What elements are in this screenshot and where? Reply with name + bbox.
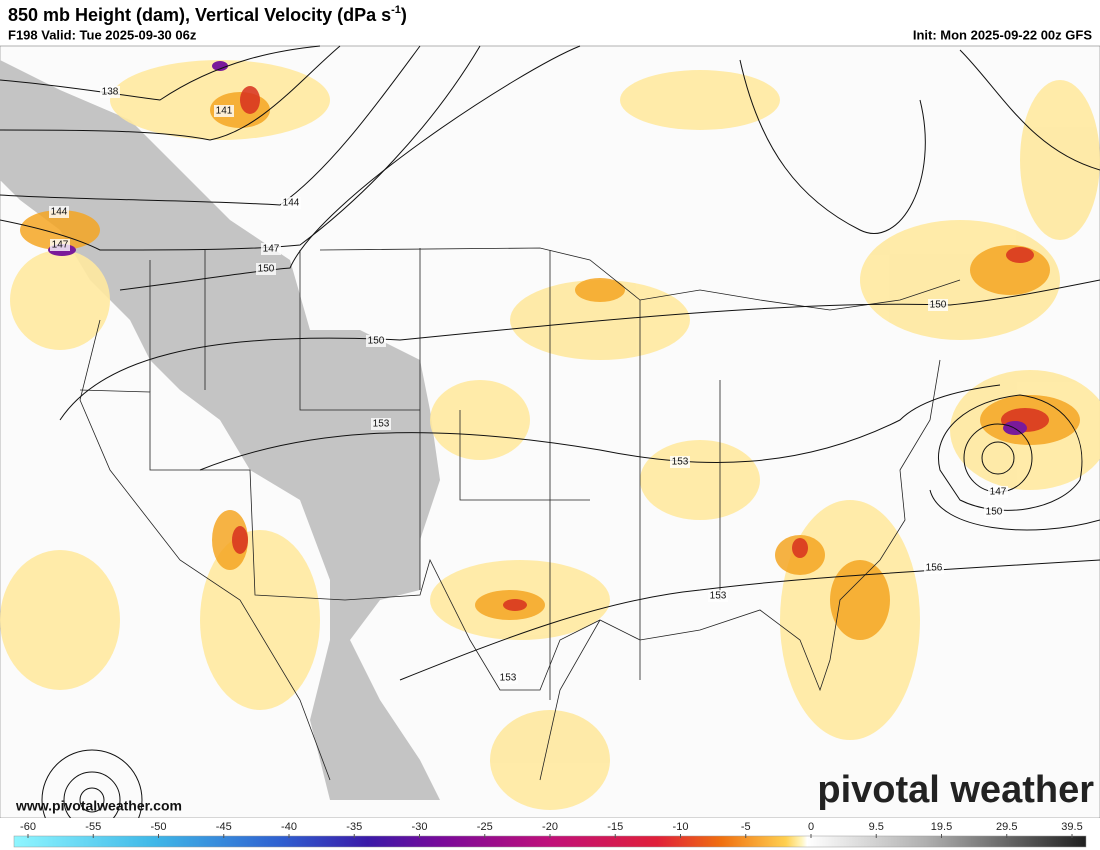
website: www.pivotalweather.com (15, 798, 182, 814)
colorbar-tick-label: -30 (412, 821, 428, 833)
contour-label: 150 (930, 300, 947, 311)
colorbar-tick-label: -45 (216, 821, 232, 833)
contour-label-bg (708, 590, 728, 602)
contour-label-bg (366, 335, 386, 347)
colorbar-tick-label: 29.5 (996, 821, 1017, 833)
header-bg (0, 0, 1100, 46)
contour-label-bg (49, 206, 69, 218)
colorbar-tick-label: -5 (741, 821, 751, 833)
map: 138 141 144 144 147 147 150 150 150 153 153 153 153 1… (0, 45, 1100, 850)
colorbar-tick-label: 9.5 (869, 821, 884, 833)
init-time: Init: Mon 2025-09-22 00z GFS (913, 27, 1092, 42)
colorbar-tick-label: -40 (281, 821, 297, 833)
contour-label-bg (214, 105, 234, 117)
watermark: pivotal weather (817, 769, 1094, 811)
contour-label-bg (100, 86, 120, 98)
contour-label: 153 (710, 591, 727, 602)
colorbar-tick-label: -50 (151, 821, 167, 833)
colorbar-tick-label: 39.5 (1061, 821, 1082, 833)
colorbar-tick-label: -20 (542, 821, 558, 833)
colorbar: -60 -55 -50 -45 -40 -35 -30 -25 -20 -15 -10 -5 0 9.5 1… (0, 818, 1100, 850)
colorbar-tick-label: -60 (20, 821, 36, 833)
contour-label-bg (498, 672, 518, 684)
contour-label: 153 (500, 673, 517, 684)
colorbar-tick-label: 0 (808, 821, 814, 833)
contour-label-bg (371, 418, 391, 430)
colorbar-tick-label: -25 (477, 821, 493, 833)
contour-label-bg (924, 562, 944, 574)
title: 850 mb Height (dam), Vertical Velocity (… (8, 4, 407, 25)
contour-label-bg (988, 486, 1008, 498)
contour-label: 156 (926, 563, 943, 574)
contour-label: 138 (102, 87, 119, 98)
contour-label-bg (928, 299, 948, 311)
colorbar-tick-label: -35 (346, 821, 362, 833)
contour-label-bg (256, 263, 276, 275)
terrain-mask (0, 60, 440, 800)
colorbar-tick-label: 19.5 (931, 821, 952, 833)
colorbar-tick-label: -15 (607, 821, 623, 833)
contour-label: 144 (51, 207, 68, 218)
contour-labels: 138 141 144 144 147 147 150 150 150 153 153 153 153 1… (49, 86, 1008, 684)
contour-label: 141 (216, 106, 233, 117)
contour-label: 153 (373, 419, 390, 430)
contour-label-bg (984, 506, 1004, 518)
contour-label-bg (670, 456, 690, 468)
contour-label-bg (50, 239, 70, 251)
contour-label: 153 (672, 457, 689, 468)
contour-label: 144 (283, 198, 300, 209)
contour-label-bg (281, 197, 301, 209)
colorbar-tick-label: -10 (673, 821, 689, 833)
valid-time: F198 Valid: Tue 2025-09-30 06z (8, 27, 197, 42)
contour-label: 147 (52, 240, 69, 251)
contour-label: 150 (368, 336, 385, 347)
contour-label-bg (261, 243, 281, 255)
height-contours (0, 45, 1100, 850)
borders (79, 247, 961, 781)
colorbar-tick-label: -55 (85, 821, 101, 833)
contour-label: 147 (990, 487, 1007, 498)
contour-label: 150 (258, 264, 275, 275)
contour-label: 150 (986, 507, 1003, 518)
contour-label: 147 (263, 244, 280, 255)
